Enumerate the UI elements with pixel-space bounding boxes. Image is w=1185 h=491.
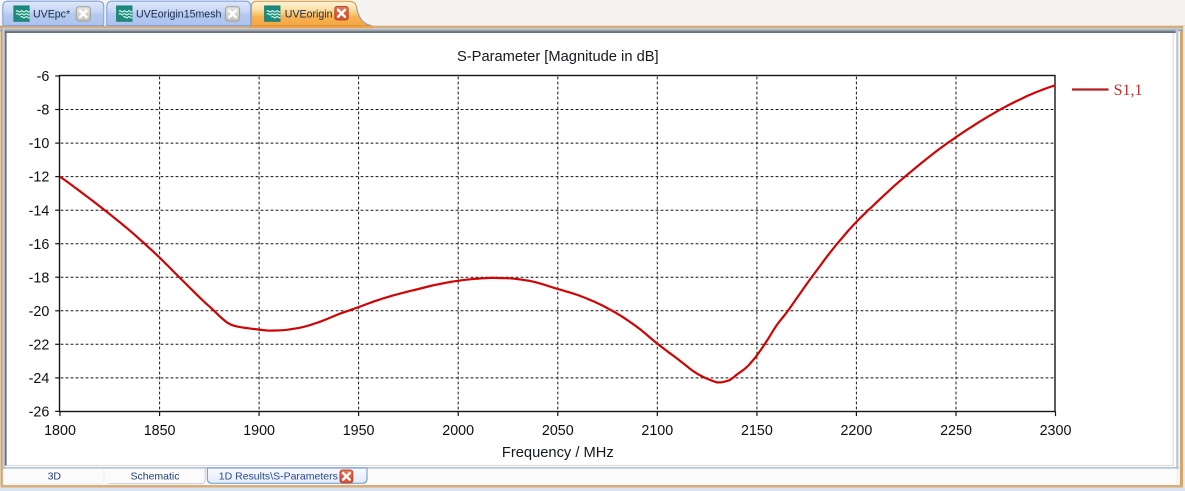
svg-text:3D: 3D bbox=[48, 471, 62, 483]
svg-text:-14: -14 bbox=[29, 203, 50, 219]
svg-text:-12: -12 bbox=[29, 170, 50, 186]
svg-text:-26: -26 bbox=[29, 405, 50, 421]
svg-text:2300: 2300 bbox=[1040, 423, 1072, 439]
svg-text:1900: 1900 bbox=[243, 423, 275, 439]
svg-text:2050: 2050 bbox=[542, 423, 574, 439]
svg-text:S-Parameter [Magnitude in dB]: S-Parameter [Magnitude in dB] bbox=[457, 49, 659, 65]
svg-text:UVEpc*: UVEpc* bbox=[33, 8, 70, 20]
svg-text:2100: 2100 bbox=[641, 423, 673, 439]
svg-text:UVEorigin15mesh: UVEorigin15mesh bbox=[136, 8, 221, 20]
svg-text:-18: -18 bbox=[29, 270, 50, 286]
svg-text:-22: -22 bbox=[29, 337, 50, 353]
svg-text:-8: -8 bbox=[37, 103, 50, 119]
svg-text:-10: -10 bbox=[29, 136, 50, 152]
svg-text:1950: 1950 bbox=[343, 423, 375, 439]
svg-text:UVEorigin: UVEorigin bbox=[285, 8, 333, 20]
svg-text:Frequency / MHz: Frequency / MHz bbox=[502, 445, 614, 461]
svg-text:2150: 2150 bbox=[741, 423, 773, 439]
svg-text:-16: -16 bbox=[29, 237, 50, 253]
svg-text:-6: -6 bbox=[37, 69, 50, 85]
svg-text:-20: -20 bbox=[29, 304, 50, 320]
svg-text:2000: 2000 bbox=[442, 423, 474, 439]
svg-text:Schematic: Schematic bbox=[131, 471, 180, 483]
svg-text:1850: 1850 bbox=[144, 423, 176, 439]
svg-text:1800: 1800 bbox=[44, 423, 76, 439]
svg-text:S1,1: S1,1 bbox=[1114, 82, 1143, 99]
svg-text:2200: 2200 bbox=[840, 423, 872, 439]
svg-text:2250: 2250 bbox=[940, 423, 972, 439]
svg-text:1D Results\S-Parameters: 1D Results\S-Parameters bbox=[219, 471, 338, 483]
svg-text:-24: -24 bbox=[29, 371, 50, 387]
